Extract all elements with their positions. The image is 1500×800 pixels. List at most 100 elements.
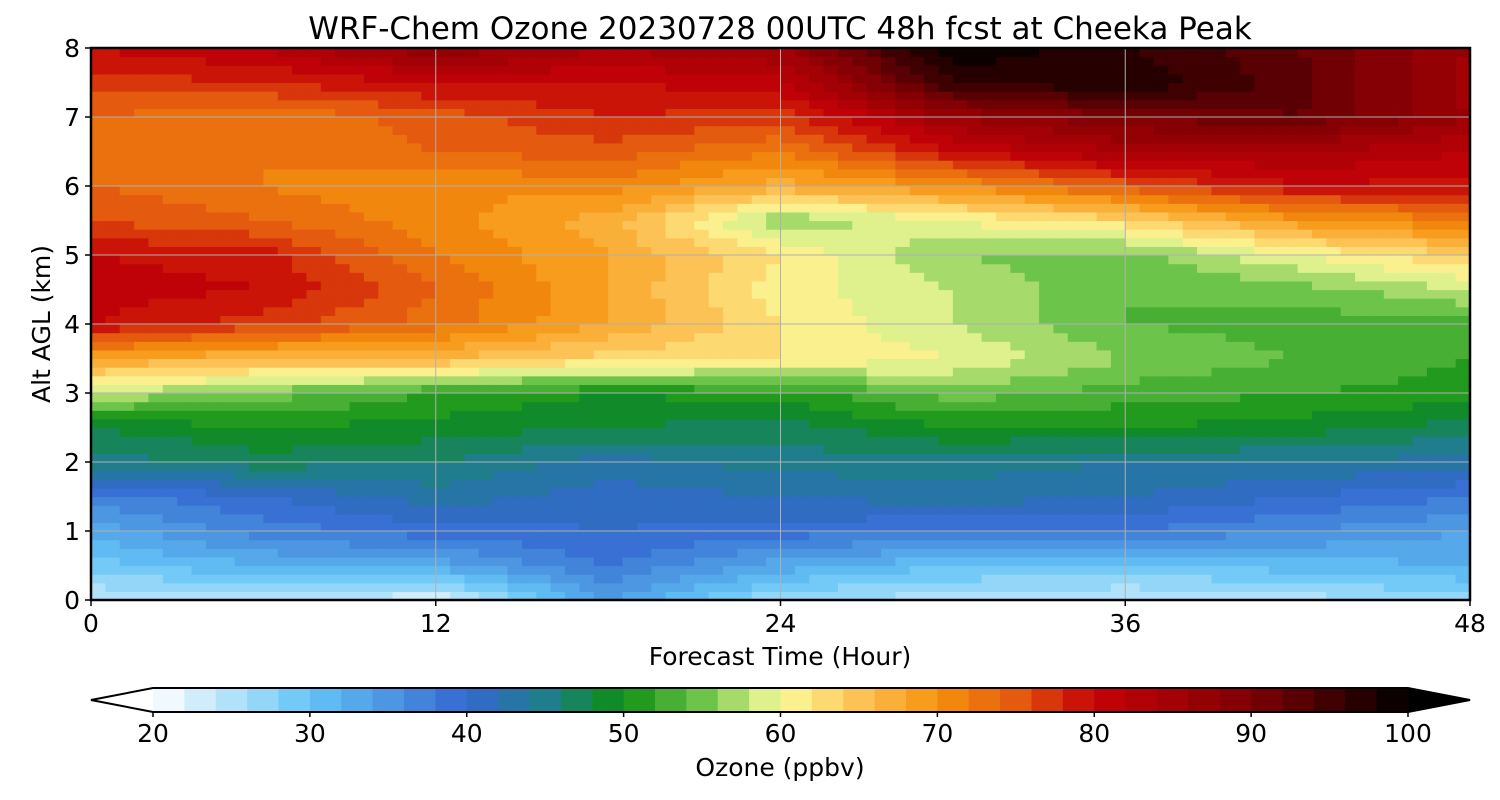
heatmap-cell bbox=[1125, 496, 1141, 506]
heatmap-cell bbox=[349, 272, 365, 282]
heatmap-cell bbox=[708, 427, 724, 437]
heatmap-cell bbox=[737, 168, 753, 178]
heatmap-cell bbox=[794, 565, 810, 575]
heatmap-cell bbox=[651, 255, 667, 265]
heatmap-cell bbox=[220, 574, 236, 584]
heatmap-cell bbox=[751, 186, 767, 196]
heatmap-cell bbox=[464, 367, 480, 377]
heatmap-cell bbox=[751, 134, 767, 144]
heatmap-cell bbox=[205, 591, 221, 600]
heatmap-cell bbox=[780, 73, 796, 84]
heatmap-cell bbox=[536, 134, 552, 144]
heatmap-cell bbox=[407, 82, 422, 92]
heatmap-cell bbox=[909, 48, 925, 58]
heatmap-cell bbox=[881, 358, 897, 368]
heatmap-cell bbox=[378, 272, 394, 282]
heatmap-cell bbox=[493, 367, 509, 377]
heatmap-cell bbox=[105, 48, 121, 58]
heatmap-cell bbox=[981, 436, 997, 446]
heatmap-cell bbox=[421, 306, 437, 316]
heatmap-cell bbox=[536, 82, 552, 92]
heatmap-cell bbox=[809, 565, 825, 575]
heatmap-cell bbox=[292, 418, 308, 429]
heatmap-cell bbox=[378, 160, 394, 170]
heatmap-cell bbox=[1211, 556, 1227, 567]
heatmap-cell bbox=[924, 65, 940, 75]
heatmap-cell bbox=[378, 539, 394, 549]
heatmap-cell bbox=[105, 237, 121, 247]
heatmap-cell bbox=[277, 462, 293, 472]
heatmap-cell bbox=[895, 332, 911, 342]
heatmap-cell bbox=[565, 203, 580, 213]
heatmap-cell bbox=[277, 237, 293, 247]
heatmap-cell bbox=[292, 203, 308, 213]
heatmap-cell bbox=[277, 401, 293, 411]
heatmap-cell bbox=[378, 108, 394, 118]
heatmap-cell bbox=[450, 479, 466, 489]
heatmap-cell bbox=[837, 591, 853, 600]
heatmap-cell bbox=[881, 125, 897, 135]
heatmap-cell bbox=[263, 255, 279, 265]
heatmap-cell bbox=[967, 229, 983, 239]
heatmap-cell bbox=[909, 375, 925, 385]
heatmap-cell bbox=[220, 349, 236, 360]
heatmap-cell bbox=[1024, 306, 1040, 316]
heatmap-cell bbox=[1010, 298, 1026, 308]
heatmap-cell bbox=[924, 496, 940, 506]
heatmap-cell bbox=[909, 177, 925, 187]
heatmap-cell bbox=[1039, 375, 1055, 385]
heatmap-cell bbox=[421, 539, 437, 549]
heatmap-cell bbox=[766, 272, 782, 282]
heatmap-cell bbox=[493, 513, 509, 523]
heatmap-cell bbox=[478, 531, 494, 541]
heatmap-cell bbox=[450, 255, 466, 265]
heatmap-cell bbox=[723, 453, 738, 463]
heatmap-cell bbox=[464, 73, 480, 84]
heatmap-cell bbox=[191, 565, 207, 575]
heatmap-cell bbox=[148, 349, 164, 360]
heatmap-cell bbox=[521, 324, 537, 334]
heatmap-cell bbox=[335, 99, 351, 109]
heatmap-cell bbox=[478, 263, 494, 273]
heatmap-cell bbox=[1039, 349, 1055, 360]
heatmap-cell bbox=[435, 246, 451, 256]
heatmap-cell bbox=[636, 539, 652, 549]
heatmap-cell bbox=[1024, 410, 1040, 420]
heatmap-cell bbox=[1168, 142, 1184, 153]
heatmap-cell bbox=[148, 393, 164, 403]
heatmap-cell bbox=[292, 186, 308, 196]
heatmap-cell bbox=[1182, 401, 1198, 411]
heatmap-cell bbox=[1211, 574, 1227, 584]
heatmap-cell bbox=[421, 160, 437, 170]
heatmap-cell bbox=[924, 462, 940, 472]
heatmap-cell bbox=[392, 531, 408, 541]
heatmap-cell bbox=[565, 272, 580, 282]
heatmap-cell bbox=[521, 298, 537, 308]
heatmap-cell bbox=[895, 125, 911, 135]
heatmap-cell bbox=[895, 280, 911, 291]
heatmap-cell bbox=[1153, 272, 1169, 282]
heatmap-cell bbox=[263, 186, 279, 196]
heatmap-cell bbox=[679, 418, 695, 429]
heatmap-cell bbox=[435, 237, 451, 247]
heatmap-cell bbox=[349, 401, 365, 411]
heatmap-cell bbox=[780, 574, 796, 584]
heatmap-cell bbox=[464, 220, 480, 230]
heatmap-cell bbox=[881, 582, 897, 592]
heatmap-cell bbox=[924, 56, 940, 66]
heatmap-cell bbox=[464, 82, 480, 92]
heatmap-cell bbox=[694, 298, 710, 308]
heatmap-cell bbox=[1125, 444, 1141, 454]
heatmap-cell bbox=[751, 203, 767, 213]
heatmap-cell bbox=[493, 427, 509, 437]
heatmap-cell bbox=[780, 255, 796, 265]
heatmap-cell bbox=[234, 453, 250, 463]
heatmap-cell bbox=[550, 194, 566, 204]
heatmap-cell bbox=[148, 324, 164, 334]
heatmap-cell bbox=[1067, 99, 1083, 109]
heatmap-cell bbox=[1110, 582, 1126, 592]
heatmap-cell bbox=[220, 99, 236, 109]
heatmap-cell bbox=[852, 306, 868, 316]
heatmap-cell bbox=[234, 548, 250, 558]
heatmap-cell bbox=[191, 427, 207, 437]
